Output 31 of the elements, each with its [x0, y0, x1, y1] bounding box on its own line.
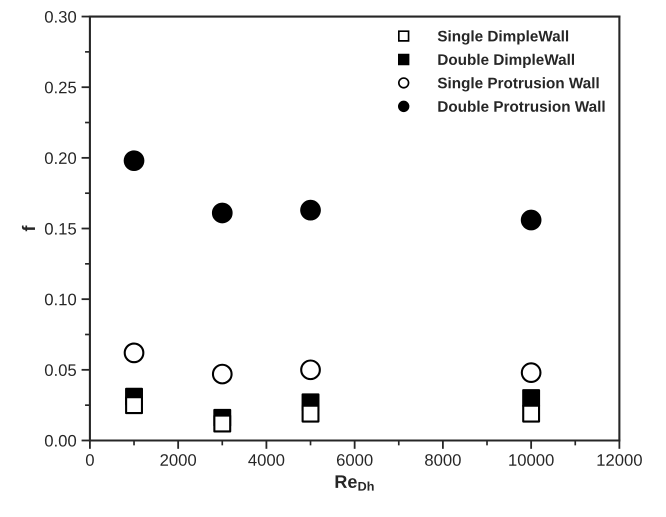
- point: [300, 200, 321, 221]
- y-axis-title: f: [22, 225, 35, 232]
- legend-label: Single Protrusion Wall: [438, 77, 599, 92]
- point: [302, 404, 320, 423]
- point: [213, 414, 232, 432]
- point: [212, 202, 233, 224]
- point: [124, 150, 144, 172]
- x-tick-label: 4000: [248, 454, 284, 466]
- point: [212, 364, 233, 384]
- x-tick-label: 10000: [509, 454, 554, 466]
- point: [124, 342, 144, 364]
- point: [520, 210, 542, 230]
- x-tick-label: 6000: [336, 454, 373, 466]
- y-tick-label: 0.10: [44, 294, 76, 306]
- point: [125, 396, 143, 414]
- x-tick-label: 0: [86, 454, 94, 466]
- y-tick-label: 0.00: [44, 434, 76, 447]
- x-tick-label: 12000: [597, 454, 642, 466]
- x-tick-label: 8000: [425, 454, 461, 466]
- y-tick-label: 0.15: [44, 222, 76, 235]
- legend-label: Double Protrusion Wall: [438, 100, 605, 112]
- point: [520, 362, 542, 384]
- y-tick-label: 0.20: [44, 152, 76, 164]
- y-tick-label: 0.05: [44, 364, 76, 376]
- y-tick-label: 0.30: [44, 10, 76, 23]
- y-tick-label: 0.25: [44, 82, 76, 94]
- legend-label: Single DimpleWall: [438, 30, 568, 45]
- x-tick-label: 2000: [160, 454, 196, 466]
- point: [300, 359, 321, 380]
- x-axis-title: Re$_{Dh}$: [336, 475, 374, 491]
- legend-label: Double DimpleWall: [438, 54, 574, 68]
